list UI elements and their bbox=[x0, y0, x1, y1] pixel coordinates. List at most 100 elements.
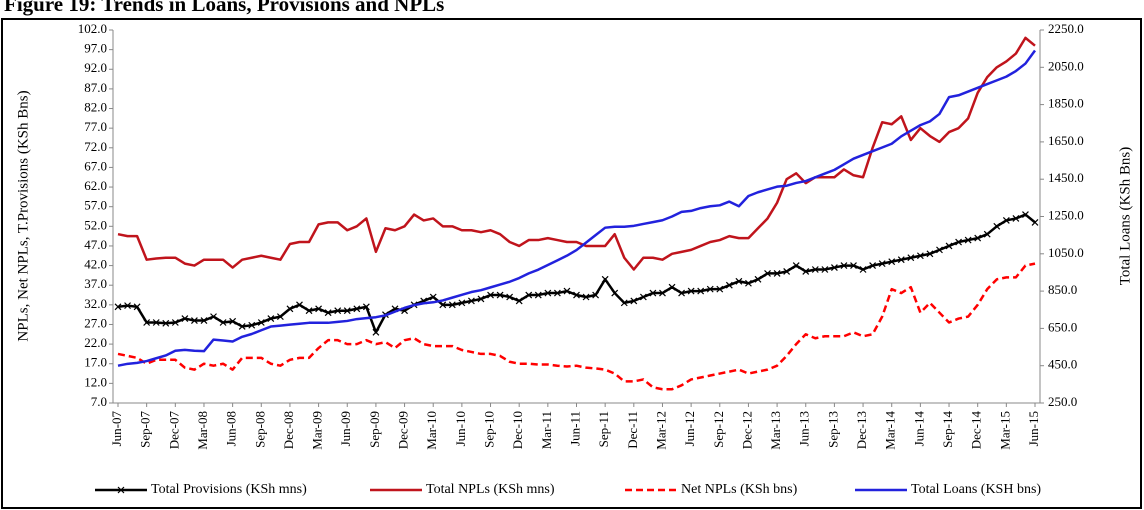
point-marker bbox=[754, 275, 762, 283]
legend-label: Total Provisions (KSh mns) bbox=[151, 482, 307, 497]
x-tick-label: Sep-12 bbox=[711, 411, 726, 448]
point-marker bbox=[888, 258, 896, 266]
x-tick-label: Dec-12 bbox=[739, 411, 754, 449]
x-tick-label: Dec-14 bbox=[969, 411, 984, 450]
point-marker bbox=[305, 307, 313, 315]
point-marker bbox=[525, 291, 533, 299]
point-marker bbox=[773, 270, 781, 277]
y2-tick-label: 1450.0 bbox=[1048, 170, 1084, 185]
x-tick-label: Mar-08 bbox=[195, 411, 210, 450]
point-marker bbox=[850, 262, 857, 270]
point-marker bbox=[649, 289, 657, 297]
y2-tick-label: 450.0 bbox=[1048, 357, 1077, 372]
point-marker bbox=[276, 313, 284, 321]
point-marker bbox=[448, 301, 456, 309]
point-marker bbox=[926, 250, 934, 258]
point-marker bbox=[878, 260, 886, 268]
y-tick-label: 32.0 bbox=[84, 296, 107, 311]
point-marker bbox=[955, 238, 963, 246]
y2-tick-label: 1850.0 bbox=[1048, 96, 1084, 111]
point-marker bbox=[630, 297, 638, 305]
point-marker bbox=[907, 254, 915, 262]
point-marker bbox=[792, 262, 800, 270]
point-marker bbox=[353, 305, 361, 313]
point-marker bbox=[315, 305, 323, 313]
y-tick-label: 97.0 bbox=[84, 41, 107, 56]
point-marker bbox=[725, 281, 733, 289]
point-marker bbox=[515, 297, 523, 305]
y2-tick-label: 850.0 bbox=[1048, 282, 1077, 297]
point-marker bbox=[487, 291, 494, 299]
point-marker bbox=[840, 262, 848, 270]
chart-frame bbox=[1, 18, 1142, 509]
point-marker bbox=[334, 307, 342, 315]
y-tick-label: 42.0 bbox=[84, 257, 107, 272]
point-marker bbox=[592, 291, 600, 299]
y2-tick-label: 1250.0 bbox=[1048, 207, 1084, 222]
point-marker bbox=[639, 293, 647, 301]
x-tick-label: Jun-14 bbox=[911, 411, 926, 447]
y-tick-label: 22.0 bbox=[84, 335, 107, 350]
point-marker bbox=[859, 266, 867, 273]
point-marker bbox=[745, 279, 752, 287]
point-marker bbox=[821, 266, 829, 273]
point-marker bbox=[229, 317, 237, 325]
point-marker bbox=[659, 289, 666, 297]
point-marker bbox=[152, 319, 160, 326]
point-marker bbox=[582, 293, 590, 301]
y-tick-label: 12.0 bbox=[84, 374, 107, 389]
x-tick-label: Mar-10 bbox=[424, 411, 439, 450]
point-marker bbox=[257, 319, 265, 326]
y-tick-label: 72.0 bbox=[84, 139, 107, 154]
point-marker bbox=[1002, 217, 1010, 224]
x-tick-label: Sep-09 bbox=[367, 411, 382, 448]
point-marker bbox=[133, 303, 141, 311]
y-tick-label: 17.0 bbox=[84, 355, 107, 370]
point-marker bbox=[496, 291, 504, 299]
y2-tick-label: 1650.0 bbox=[1048, 133, 1084, 148]
legend-label: Net NPLs (KSh bns) bbox=[681, 482, 798, 497]
point-marker bbox=[1012, 215, 1020, 222]
chart-title: Figure 19: Trends in Loans, Provisions a… bbox=[4, 0, 444, 16]
x-tick-label: Jun-12 bbox=[682, 411, 697, 446]
series-line bbox=[117, 213, 1036, 334]
point-marker bbox=[897, 256, 905, 264]
point-marker bbox=[171, 319, 179, 326]
x-tick-label: Mar-14 bbox=[883, 411, 898, 450]
series-line bbox=[117, 49, 1037, 367]
point-marker bbox=[716, 285, 724, 293]
y-tick-label: 47.0 bbox=[84, 237, 107, 252]
point-marker bbox=[439, 301, 447, 309]
point-marker bbox=[372, 328, 380, 336]
point-marker bbox=[687, 287, 695, 295]
point-marker bbox=[362, 303, 370, 311]
y-tick-label: 92.0 bbox=[84, 60, 107, 75]
legend-label: Total NPLs (KSh mns) bbox=[426, 482, 555, 497]
point-marker bbox=[162, 319, 170, 327]
point-marker bbox=[783, 268, 791, 275]
point-marker bbox=[219, 319, 227, 326]
point-marker bbox=[477, 295, 485, 303]
y2-tick-label: 1050.0 bbox=[1048, 245, 1084, 260]
point-marker bbox=[983, 230, 991, 238]
legend-marker bbox=[117, 486, 125, 494]
y-tick-label: 57.0 bbox=[84, 198, 107, 213]
point-marker bbox=[706, 285, 714, 293]
y-tick-label: 67.0 bbox=[84, 158, 107, 173]
point-marker bbox=[916, 252, 924, 260]
point-marker bbox=[553, 289, 561, 297]
point-marker bbox=[764, 270, 771, 277]
point-marker bbox=[200, 317, 208, 324]
point-marker bbox=[601, 275, 609, 283]
x-tick-label: Mar-13 bbox=[768, 411, 783, 450]
point-marker bbox=[143, 319, 151, 326]
y2-tick-label: 250.0 bbox=[1048, 394, 1077, 409]
point-marker bbox=[267, 315, 275, 323]
point-marker bbox=[181, 315, 189, 323]
point-marker bbox=[563, 287, 571, 295]
point-marker bbox=[945, 242, 953, 250]
x-tick-label: Sep-08 bbox=[252, 411, 267, 448]
point-marker bbox=[936, 246, 943, 254]
legend-label: Total Loans (KSH bns) bbox=[911, 482, 1041, 497]
x-tick-label: Mar-15 bbox=[997, 411, 1012, 450]
